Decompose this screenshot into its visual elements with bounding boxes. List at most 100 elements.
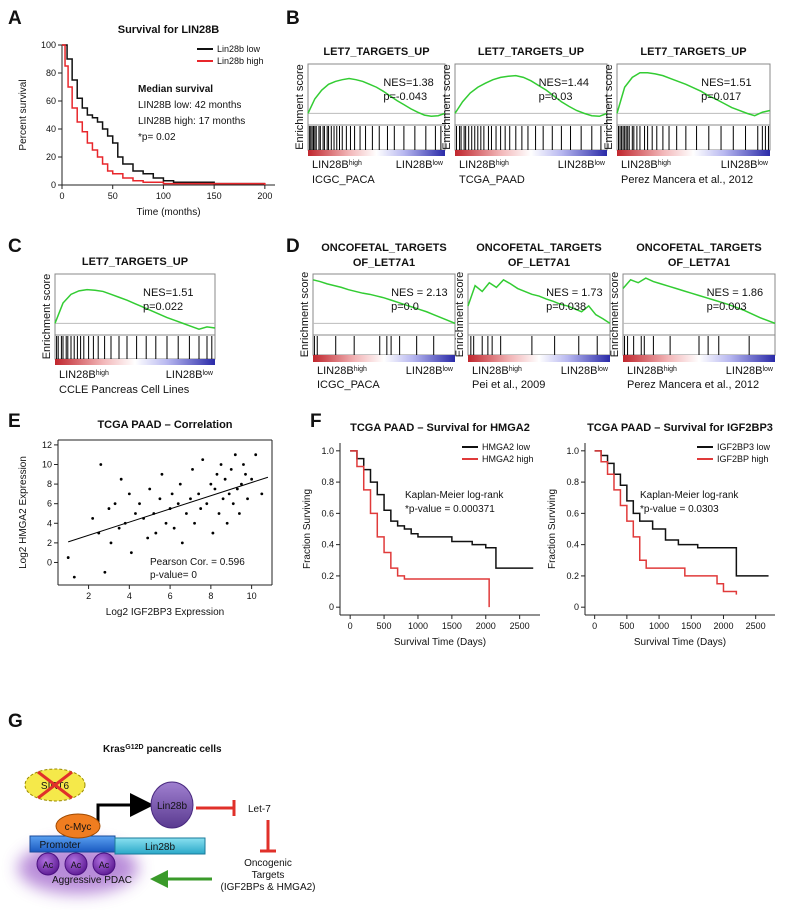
- y-tick-label: 20: [46, 152, 56, 162]
- diagram-title: KrasG12D pancreatic cells: [103, 744, 222, 756]
- left-group-sup: high: [658, 160, 671, 167]
- fit-line: [68, 476, 269, 543]
- point: [197, 492, 201, 496]
- point: [191, 467, 194, 471]
- enrichment-curve: [307, 77, 446, 118]
- survival-line: [594, 450, 769, 577]
- rank-gradient: [55, 359, 215, 365]
- ac-circle: [92, 852, 116, 876]
- point: [193, 521, 196, 525]
- y-tick-label: 6: [47, 499, 52, 509]
- panel-label: B: [286, 8, 300, 29]
- left-group-name: LIN28B: [472, 365, 509, 377]
- legend-label: Lin28b high: [217, 56, 264, 66]
- point: [250, 477, 254, 481]
- y-axis-label: Enrichment score: [454, 272, 466, 358]
- right-group-name: LIN28B: [558, 159, 595, 171]
- right-group-sup: low: [594, 160, 605, 167]
- right-group-sup: low: [202, 370, 213, 377]
- x-tick-label: 8: [208, 591, 213, 601]
- right-group-label: LIN28Blow: [561, 365, 609, 377]
- x-tick-label: 0: [59, 191, 64, 201]
- enrichment-curve: [467, 278, 611, 325]
- chart-title: TCGA PAAD – Survival for IGF2BP3: [587, 422, 773, 434]
- left-group-sup: high: [664, 366, 677, 373]
- point: [219, 463, 223, 466]
- point: [109, 541, 113, 545]
- point: [185, 512, 188, 515]
- survival-line: [350, 450, 490, 608]
- chart-title: LET7_TARGETS_UP: [323, 46, 429, 58]
- nes-label: NES=1.44: [539, 77, 589, 89]
- chart-title: OF_LET7A1: [508, 257, 570, 269]
- nes-label: NES = 1.73: [546, 287, 603, 299]
- point: [148, 487, 152, 491]
- panel-label: G: [8, 711, 23, 732]
- left-group-name: LIN28B: [621, 159, 658, 171]
- left-group-label: LIN28Bhigh: [459, 159, 509, 171]
- x-tick-label: 2000: [713, 621, 733, 631]
- x-axis-label: Survival Time (Days): [634, 637, 726, 648]
- left-group-name: LIN28B: [312, 159, 349, 171]
- rank-gradient: [468, 355, 610, 362]
- x-tick-label: 2000: [476, 621, 496, 631]
- targets-label: Oncogenic: [244, 858, 292, 869]
- right-group-label: LIN28Blow: [726, 365, 774, 377]
- p-label: p=0.003: [707, 301, 747, 313]
- survival-line: [594, 450, 738, 595]
- rank-gradient: [455, 150, 607, 156]
- chart-title: ONCOFETAL_TARGETS: [476, 242, 601, 254]
- targets-label: Targets: [252, 870, 285, 881]
- right-group-name: LIN28B: [166, 369, 203, 381]
- point: [146, 536, 150, 540]
- right-group-name: LIN28B: [721, 159, 758, 171]
- annotation: Pearson Cor. = 0.596: [150, 557, 245, 568]
- left-group-label: LIN28Bhigh: [317, 365, 367, 377]
- point: [127, 492, 131, 496]
- left-group-label: LIN28Bhigh: [312, 159, 362, 171]
- point: [235, 487, 239, 491]
- y-tick-label: 0.8: [566, 477, 579, 487]
- chart-title: LET7_TARGETS_UP: [478, 46, 584, 58]
- annotation: LIN28B high: 17 months: [138, 116, 245, 127]
- point: [129, 551, 133, 555]
- y-axis-label: Enrichment score: [609, 272, 621, 358]
- p-label: p=0.03: [539, 91, 573, 103]
- right-group-sup: low: [432, 160, 443, 167]
- x-axis-label: Log2 IGF2BP3 Expression: [106, 607, 224, 618]
- chart-title: LET7_TARGETS_UP: [640, 46, 746, 58]
- survival-line: [62, 44, 265, 185]
- lin28b-gene-label: Lin28b: [145, 842, 175, 853]
- y-tick-label: 40: [46, 124, 56, 134]
- annotation: Kaplan-Meier log-rank: [640, 490, 739, 501]
- point: [244, 472, 247, 476]
- y-tick-label: 0.8: [321, 477, 334, 487]
- enrichment-curve: [622, 277, 776, 325]
- left-group-sup: high: [349, 160, 362, 167]
- y-axis-label: Fraction Surviving: [547, 489, 558, 569]
- point: [103, 570, 107, 574]
- p-label: p=0.0: [391, 301, 419, 313]
- enrichment-curve: [312, 279, 456, 325]
- y-tick-label: 80: [46, 68, 56, 78]
- cross: [37, 770, 73, 800]
- point: [209, 482, 213, 486]
- annotation: LIN28B low: 42 months: [138, 100, 241, 111]
- y-tick-label: 0.4: [321, 540, 334, 550]
- point: [231, 502, 235, 506]
- nes-label: NES=1.51: [143, 287, 193, 299]
- survival-line: [62, 44, 266, 185]
- left-group-sup: high: [509, 366, 522, 373]
- x-axis-label: Survival Time (Days): [394, 637, 486, 648]
- point: [164, 521, 168, 525]
- title-text: Kras: [103, 744, 126, 755]
- chart-title: TCGA PAAD – Survival for HMGA2: [350, 422, 530, 434]
- point: [160, 472, 164, 476]
- p-label: p=0.022: [143, 301, 183, 313]
- x-tick-label: 50: [108, 191, 118, 201]
- point: [217, 512, 221, 515]
- lin28b-protein-shape: [150, 781, 194, 829]
- x-tick-label: 500: [619, 621, 634, 631]
- point: [107, 507, 111, 510]
